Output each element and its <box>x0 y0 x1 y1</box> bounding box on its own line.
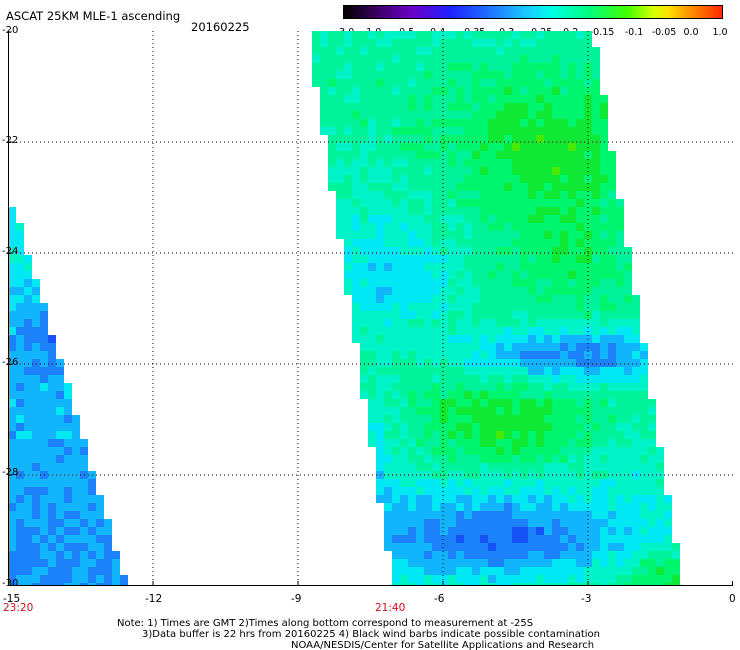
map-plot-area <box>8 31 733 586</box>
colorbar-label: 0.0 <box>683 27 699 38</box>
x-tick-label: -6 <box>434 593 445 605</box>
x-tick-label: -15 <box>3 593 21 605</box>
swath-time-label: 21:40 <box>375 602 406 614</box>
y-tick-label: -26 <box>2 357 19 368</box>
y-tick-label: -22 <box>2 135 19 146</box>
swath-time-label: 23:20 <box>3 602 34 614</box>
x-tick-label: 0 <box>729 593 736 605</box>
map-canvas <box>8 31 733 586</box>
wind-field-pixels <box>8 31 680 586</box>
figure-title: ASCAT 25KM MLE-1 ascending <box>6 9 181 23</box>
map-axes <box>8 31 733 586</box>
colorbar-label: -0.1 <box>624 27 644 38</box>
colorbar <box>343 5 723 19</box>
y-tick-label: -28 <box>2 467 19 478</box>
colorbar-label: -0.15 <box>589 27 615 38</box>
note-line-2: 3)Data buffer is 22 hrs from 20160225 4)… <box>142 629 600 640</box>
y-tick-label: -30 <box>2 578 19 589</box>
colorbar-label: -0.05 <box>651 27 677 38</box>
x-tick-label: -9 <box>291 593 302 605</box>
x-tick-label: -12 <box>145 593 163 605</box>
figure-date: 20160225 <box>191 20 250 34</box>
y-tick-label: -20 <box>2 25 19 36</box>
y-tick-label: -24 <box>2 246 19 257</box>
note-line-3: NOAA/NESDIS/Center for Satellite Applica… <box>291 640 595 650</box>
x-tick-label: -3 <box>581 593 592 605</box>
map-grid <box>8 31 733 586</box>
colorbar-label: 1.0 <box>712 27 728 38</box>
note-line-1: Note: 1) Times are GMT 2)Times along bot… <box>117 618 534 629</box>
